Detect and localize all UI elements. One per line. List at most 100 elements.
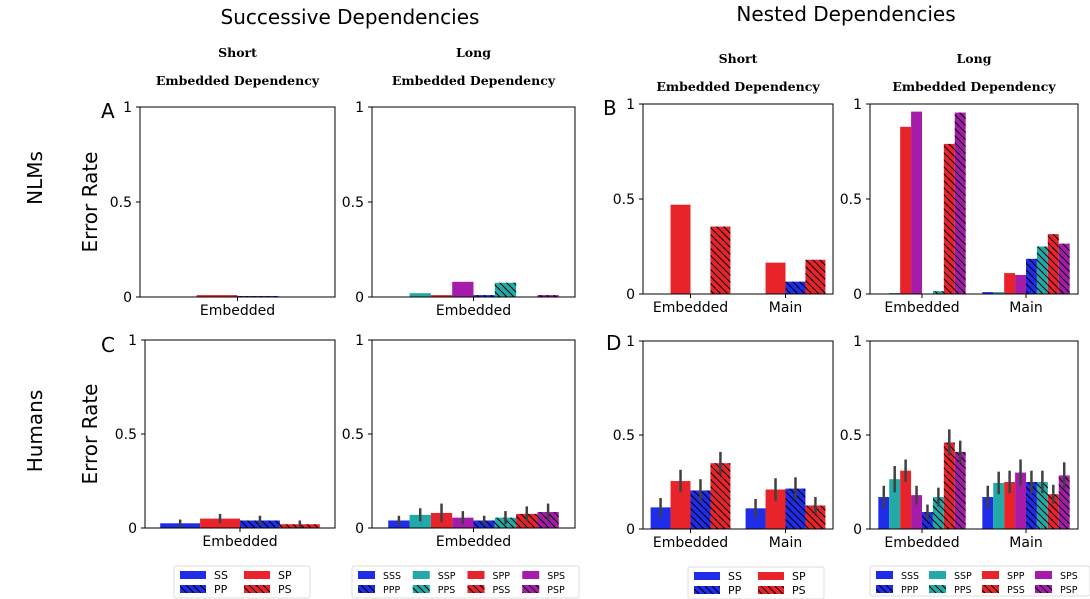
bar-hatch-PPP — [1026, 482, 1037, 529]
legend-label-SPP: SPP — [1007, 571, 1025, 582]
bar-SP — [765, 262, 786, 294]
legend-label-PSS: PSS — [1007, 585, 1025, 596]
panel-header-line: Embedded Dependency — [156, 73, 320, 88]
legend-frame — [869, 565, 1090, 597]
bar-SSP — [409, 514, 431, 528]
bar-hatch-PPS — [1036, 246, 1048, 294]
plot-frame — [139, 106, 336, 298]
bar-hatch-PSP — [954, 112, 966, 294]
legend-label-PSP: PSP — [547, 585, 565, 596]
row-label-nlms: NLMs — [23, 151, 47, 205]
legend-swatch-hatch-PSP — [1035, 585, 1052, 593]
legend-swatch-SSS — [876, 571, 893, 579]
legend-swatch-SSS — [358, 571, 375, 579]
bar-SS — [650, 507, 671, 529]
panel-nested-short-nlm: Short Embedded Dependency B 0 0.5 1 Embedded Ma… — [603, 51, 834, 316]
legend-label-SS: SS — [728, 570, 742, 583]
y-tick-label: 0.5 — [342, 195, 364, 211]
legend-swatch-hatch-PS — [758, 586, 784, 594]
legend-swatch-SSP — [412, 571, 430, 579]
panel-nested-short-human: D 0 0.5 1 Embedded Main — [606, 331, 834, 551]
bar-hatch-PS — [710, 463, 731, 529]
bar-SPS — [1015, 472, 1026, 529]
panel-letter: D — [606, 331, 621, 355]
legend-label-PSP: PSP — [1060, 585, 1078, 596]
bar-SSP — [993, 292, 1005, 294]
panel-header-line: Embedded Dependency — [892, 79, 1056, 94]
bar-hatch-PPS — [494, 282, 517, 297]
legend-swatch-hatch-PPS — [929, 585, 946, 593]
legend-swatch-hatch-PSS — [982, 585, 999, 593]
legend-label-SP: SP — [792, 570, 806, 583]
x-tick-label: Embedded — [884, 300, 959, 316]
legend-label-SPS: SPS — [1060, 571, 1078, 582]
legend-label-PPS: PPS — [954, 585, 972, 596]
bar-SPS — [452, 281, 474, 297]
legend-label-SPS: SPS — [547, 571, 565, 582]
bar-SP — [670, 204, 691, 294]
bar-SSP — [993, 482, 1005, 529]
bar-hatch-PP — [690, 490, 711, 529]
legend-label-PPP: PPP — [383, 585, 400, 596]
plot-frame — [144, 339, 336, 529]
bar-SSS — [878, 497, 890, 529]
legend-label-PPS: PPS — [438, 585, 456, 596]
bar-SP — [765, 489, 786, 529]
y-tick-label: 0.5 — [840, 428, 862, 444]
y-tick-label: 0.5 — [342, 427, 364, 443]
x-tick-label: Embedded — [436, 303, 511, 319]
x-tick-label: Embedded — [653, 535, 728, 551]
bar-SS — [745, 508, 766, 529]
legend-swatch-SPP — [982, 571, 999, 579]
legend-label-SSS: SSS — [383, 571, 401, 582]
bar-SPP — [1004, 482, 1016, 529]
bar-hatch-PP — [785, 281, 806, 294]
y-tick-label: 0 — [853, 287, 862, 303]
panel-successive-short-human: C Error Rate 0 0.5 1 Embedded — [78, 333, 336, 550]
legend-label-PP: PP — [214, 583, 228, 596]
x-tick-label: Embedded — [200, 303, 275, 319]
y-tick-label: 1 — [355, 100, 364, 116]
bar-SPS — [911, 495, 922, 529]
panel-letter: B — [603, 96, 617, 120]
bar-hatch-PPP — [1026, 258, 1037, 294]
panel-nested-long-human: 0 0.5 1 Embedded Main — [840, 334, 1079, 551]
legend-swatch-SSP — [929, 571, 946, 579]
panel-letter: C — [101, 333, 115, 357]
legend-swatch-hatch-PPP — [358, 585, 375, 593]
bar-hatch-PSS — [1047, 494, 1059, 529]
y-tick-label: 0 — [128, 521, 137, 537]
y-tick-label: 1 — [626, 97, 635, 113]
plot-frame — [371, 339, 576, 529]
y-tick-label: 1 — [853, 334, 862, 350]
panel-header-line: Embedded Dependency — [656, 79, 820, 94]
bar-SSS — [982, 292, 994, 294]
bar-hatch-PSP — [954, 451, 966, 529]
x-tick-label: Main — [769, 300, 802, 316]
panel-header-line: Short — [719, 51, 758, 66]
group-title-nested: Nested Dependencies — [736, 2, 955, 26]
legend-swatch-SP — [244, 571, 270, 579]
legend-swatch-SS — [694, 572, 720, 580]
y-tick-label: 0.5 — [613, 192, 635, 208]
legend-label-SSS: SSS — [901, 571, 919, 582]
x-tick-label: Embedded — [436, 534, 511, 550]
legend-label-PS: PS — [792, 584, 806, 597]
bar-SPS — [911, 111, 922, 294]
bar-hatch-PSS — [943, 442, 955, 529]
legend-label-SSP: SSP — [438, 571, 456, 582]
legend-swatch-SPS — [1035, 571, 1052, 579]
legend-swatch-hatch-PP — [180, 585, 206, 593]
y-tick-label: 1 — [853, 97, 862, 113]
bar-SPS — [1015, 275, 1026, 294]
y-tick-label: 0.5 — [840, 192, 862, 208]
y-tick-label: 0 — [355, 290, 364, 306]
bar-SPP — [430, 295, 453, 297]
y-tick-label: 0 — [123, 290, 132, 306]
bar-hatch-PPP — [922, 512, 933, 529]
legend-nested-long: SSS SSP SPP SPS PPP PPS PSS PSP — [869, 565, 1090, 597]
bar-hatch-PSP — [1058, 475, 1070, 529]
y-tick-label: 1 — [123, 100, 132, 116]
